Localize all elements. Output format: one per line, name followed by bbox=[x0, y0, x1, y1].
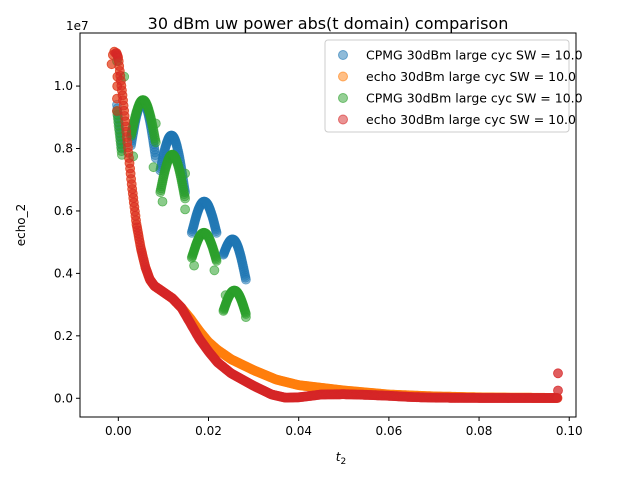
data-point bbox=[150, 137, 161, 148]
data-point bbox=[211, 227, 222, 238]
x-axis-label: t2 bbox=[336, 450, 346, 467]
legend: CPMG 30dBm large cyc SW = 10.0 echo 30dBm… bbox=[324, 39, 583, 133]
x-tick-label: 0.02 bbox=[195, 424, 222, 438]
legend-label: echo 30dBm large cyc SW = 10.0 bbox=[366, 69, 576, 84]
legend-marker bbox=[338, 71, 348, 82]
y-multiplier: 1e7 bbox=[66, 19, 89, 33]
y-tick-label: 0.8 bbox=[54, 142, 73, 156]
y-tick-label: 0.4 bbox=[54, 266, 73, 280]
data-point bbox=[209, 265, 220, 276]
x-tick-label: 0.10 bbox=[556, 424, 583, 438]
legend-label: CPMG 30dBm large cyc SW = 10.0 bbox=[366, 91, 583, 106]
x-tick-label: 0.06 bbox=[376, 424, 403, 438]
legend-marker bbox=[338, 114, 348, 125]
y-tick-label: 0.2 bbox=[54, 329, 73, 343]
x-axis-label-subscript: 2 bbox=[340, 457, 346, 467]
data-point bbox=[553, 368, 563, 379]
x-tick-label: 0.08 bbox=[466, 424, 493, 438]
legend-box bbox=[324, 39, 570, 133]
data-point bbox=[180, 168, 191, 179]
data-point bbox=[211, 255, 222, 266]
chart-title: 30 dBm uw power abs(t domain) comparison bbox=[148, 14, 509, 33]
y-axis: 0.0 0.2 0.4 0.6 0.8 1.0 bbox=[54, 79, 80, 405]
data-point bbox=[553, 385, 563, 396]
legend-marker bbox=[338, 93, 348, 103]
x-tick-label: 0.00 bbox=[105, 424, 132, 438]
legend-label: CPMG 30dBm large cyc SW = 10.0 bbox=[366, 48, 583, 63]
legend-label: echo 30dBm large cyc SW = 10.0 bbox=[366, 112, 576, 127]
data-point bbox=[189, 260, 200, 271]
data-point bbox=[180, 193, 191, 204]
y-tick-label: 0.6 bbox=[54, 204, 73, 218]
x-axis: 0.00 0.02 0.04 0.06 0.08 0.10 bbox=[105, 417, 583, 438]
legend-marker bbox=[338, 50, 348, 60]
x-axis-label-main: t bbox=[336, 450, 342, 464]
data-point bbox=[150, 118, 161, 129]
x-tick-label: 0.04 bbox=[285, 424, 312, 438]
y-tick-label: 0.0 bbox=[54, 391, 73, 405]
y-axis-label: echo_2 bbox=[14, 204, 28, 247]
series-echo_red bbox=[106, 46, 563, 403]
data-point bbox=[220, 290, 231, 301]
data-point bbox=[157, 196, 168, 207]
y-tick-label: 1.0 bbox=[54, 79, 73, 93]
plot-area bbox=[106, 46, 563, 403]
data-point bbox=[240, 274, 251, 285]
data-point bbox=[148, 162, 159, 173]
data-point bbox=[240, 312, 251, 323]
data-point bbox=[180, 204, 191, 215]
axes-frame bbox=[79, 32, 577, 418]
